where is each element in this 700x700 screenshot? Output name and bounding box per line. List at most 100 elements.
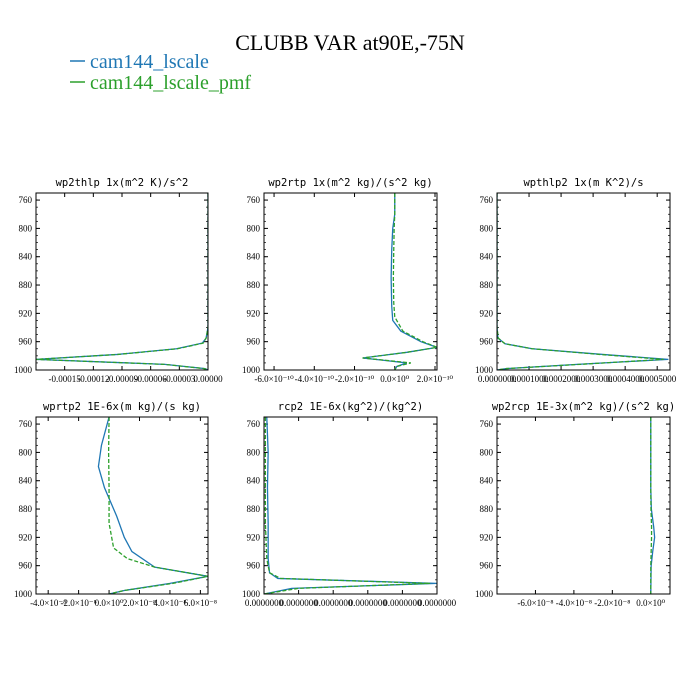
series-cam144-lscale bbox=[497, 193, 669, 370]
y-tick-label: 1000 bbox=[475, 589, 494, 599]
x-tick-label: 0.0000000 bbox=[418, 598, 457, 608]
panel-1: wp2thlp 1x(m^2 K)/s^2 760 800 840 880 920 960 1… bbox=[14, 177, 223, 384]
series-cam144-lscale-pmf bbox=[362, 193, 437, 370]
y-tick-label: 880 bbox=[247, 280, 261, 290]
x-tick-label: -4.0×10⁻⁸ bbox=[556, 598, 592, 608]
x-tick-label: 2.0×10⁻⁸ bbox=[123, 598, 156, 608]
x-tick-label: -0.00009 bbox=[106, 374, 139, 384]
y-tick-label: 840 bbox=[247, 252, 261, 262]
x-tick-label: -4.0×10⁻⁸ bbox=[30, 598, 66, 608]
y-tick-label: 760 bbox=[19, 419, 33, 429]
x-tick-label: -2.0×10⁻⁸ bbox=[61, 598, 97, 608]
panel-frame bbox=[263, 192, 438, 371]
y-tick-label: 920 bbox=[480, 308, 494, 318]
x-tick-label: 0.0005000 bbox=[638, 374, 677, 384]
y-tick-label: 840 bbox=[247, 476, 261, 486]
panel-grid: wp2thlp 1x(m^2 K)/s^2 760 800 840 880 920 960 1… bbox=[14, 177, 677, 608]
x-tick-label: 0.00000 bbox=[193, 374, 223, 384]
x-tick-label: 0.0000000 bbox=[314, 598, 353, 608]
x-tick-label: -2.0×10⁻⁸ bbox=[594, 598, 630, 608]
figure-title: CLUBB VAR at90E,-75N bbox=[235, 30, 465, 55]
y-tick-label: 800 bbox=[19, 223, 33, 233]
x-tick-label: -2.0×10⁻¹⁰ bbox=[335, 374, 375, 384]
x-tick-label: 0.0×10⁰ bbox=[636, 598, 665, 608]
panel-4: wprtp2 1E-6x(m kg)/(s kg) 760 800 840 880 920… bbox=[14, 401, 217, 608]
y-tick-label: 920 bbox=[19, 532, 33, 542]
x-tick-label: 0.0000000 bbox=[349, 598, 388, 608]
legend: cam144_lscale cam144_lscale_pmf bbox=[70, 51, 251, 94]
legend-label-lscale: cam144_lscale bbox=[90, 51, 209, 73]
x-tick-label: 0.0001000 bbox=[510, 374, 549, 384]
y-tick-label: 840 bbox=[480, 476, 494, 486]
panel-title: wp2thlp 1x(m^2 K)/s^2 bbox=[56, 177, 189, 189]
y-tick-label: 760 bbox=[480, 195, 494, 205]
x-tick-label: 0.0000000 bbox=[279, 598, 318, 608]
y-tick-label: 800 bbox=[19, 447, 33, 457]
panel-title: wp2rcp 1E-3x(m^2 kg)/(s^2 kg) bbox=[492, 401, 675, 413]
x-tick-label: 0.0000000 bbox=[245, 598, 284, 608]
x-tick-label: 0.0×10⁰ bbox=[380, 374, 409, 384]
panel-frame bbox=[35, 192, 209, 371]
y-tick-label: 800 bbox=[247, 223, 261, 233]
panel-frame bbox=[496, 192, 671, 371]
series-cam144-lscale bbox=[36, 193, 208, 370]
legend-label-lscale-pmf: cam144_lscale_pmf bbox=[90, 72, 251, 94]
panel-frame bbox=[263, 416, 438, 595]
x-tick-label: -0.00003 bbox=[163, 374, 196, 384]
y-tick-label: 760 bbox=[19, 195, 33, 205]
x-tick-label: 0.0004000 bbox=[606, 374, 645, 384]
series-cam144-lscale bbox=[97, 417, 208, 594]
y-tick-label: 960 bbox=[247, 561, 261, 571]
y-tick-label: 960 bbox=[19, 561, 33, 571]
y-tick-label: 1000 bbox=[242, 365, 261, 375]
series-cam144-lscale-pmf bbox=[264, 417, 431, 594]
panel-title: wprtp2 1E-6x(m kg)/(s kg) bbox=[43, 401, 201, 413]
series-cam144-lscale bbox=[362, 193, 437, 370]
y-tick-label: 1000 bbox=[475, 365, 494, 375]
y-tick-label: 1000 bbox=[14, 589, 33, 599]
x-tick-label: -0.00006 bbox=[135, 374, 168, 384]
series-cam144-lscale-pmf bbox=[107, 417, 208, 594]
y-tick-label: 800 bbox=[480, 223, 494, 233]
x-tick-label: 0.0002000 bbox=[542, 374, 581, 384]
y-tick-label: 920 bbox=[19, 308, 33, 318]
y-tick-label: 800 bbox=[480, 447, 494, 457]
series-cam144-lscale-pmf bbox=[650, 417, 653, 594]
y-tick-label: 800 bbox=[247, 447, 261, 457]
x-tick-label: -6.0×10⁻⁸ bbox=[517, 598, 553, 608]
y-tick-label: 880 bbox=[19, 280, 33, 290]
y-tick-label: 880 bbox=[247, 504, 261, 514]
panel-6: wp2rcp 1E-3x(m^2 kg)/(s^2 kg) 760 800 840 88… bbox=[475, 401, 675, 608]
x-tick-label: -0.00012 bbox=[77, 374, 109, 384]
series-cam144-lscale-pmf bbox=[36, 193, 208, 370]
y-tick-label: 920 bbox=[247, 308, 261, 318]
y-tick-label: 920 bbox=[247, 532, 261, 542]
y-tick-label: 1000 bbox=[242, 589, 261, 599]
x-tick-label: 2.0×10⁻¹⁰ bbox=[417, 374, 454, 384]
x-tick-label: -4.0×10⁻¹⁰ bbox=[295, 374, 335, 384]
panel-frame bbox=[496, 416, 671, 595]
x-tick-label: -6.0×10⁻¹⁰ bbox=[254, 374, 294, 384]
panel-title: rcp2 1E-6x(kg^2)/(kg^2) bbox=[278, 401, 423, 413]
x-tick-label: -0.00015 bbox=[49, 374, 82, 384]
x-tick-label: 0.0003000 bbox=[574, 374, 613, 384]
x-tick-label: 6.0×10⁻⁸ bbox=[184, 598, 217, 608]
y-tick-label: 840 bbox=[19, 252, 33, 262]
y-tick-label: 960 bbox=[19, 337, 33, 347]
y-tick-label: 920 bbox=[480, 532, 494, 542]
y-tick-label: 760 bbox=[480, 419, 494, 429]
panel-3: wpthlp2 1x(m K^2)/s 760 800 840 880 920 960 100… bbox=[475, 177, 677, 384]
x-tick-label: 0.0×10⁰ bbox=[95, 598, 124, 608]
series-cam144-lscale bbox=[264, 417, 437, 594]
y-tick-label: 880 bbox=[480, 280, 494, 290]
panel-5: rcp2 1E-6x(kg^2)/(kg^2) 760 800 840 880 920 96… bbox=[242, 401, 457, 608]
y-tick-label: 960 bbox=[480, 337, 494, 347]
panel-title: wpthlp2 1x(m K^2)/s bbox=[523, 177, 643, 189]
y-tick-label: 960 bbox=[480, 561, 494, 571]
y-tick-label: 880 bbox=[19, 504, 33, 514]
y-tick-label: 960 bbox=[247, 337, 261, 347]
x-tick-label: 0.0000000 bbox=[383, 598, 422, 608]
panel-frame bbox=[35, 416, 209, 595]
y-tick-label: 760 bbox=[247, 419, 261, 429]
